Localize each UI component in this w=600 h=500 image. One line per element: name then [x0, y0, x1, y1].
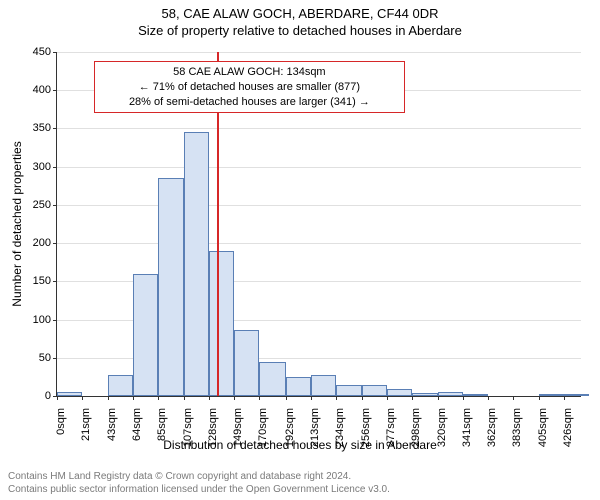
chart-title-line2: Size of property relative to detached ho… — [0, 23, 600, 40]
ytick-mark — [53, 281, 57, 282]
histogram-bar — [209, 251, 234, 396]
xtick-mark — [564, 396, 565, 400]
footer-line2: Contains public sector information licen… — [8, 483, 390, 496]
histogram-bar — [412, 393, 438, 396]
xtick-mark — [108, 396, 109, 400]
footer-line1: Contains HM Land Registry data © Crown c… — [8, 470, 390, 483]
xtick-label: 21sqm — [80, 408, 92, 441]
histogram-bar — [362, 385, 387, 396]
ytick-mark — [53, 358, 57, 359]
xtick-mark — [463, 396, 464, 400]
ytick-label: 300 — [33, 161, 51, 173]
xtick-mark — [57, 396, 58, 400]
histogram-bar — [259, 362, 285, 396]
gridline — [57, 243, 581, 244]
xtick-mark — [82, 396, 83, 400]
ytick-label: 250 — [33, 199, 51, 211]
histogram-bar — [158, 178, 184, 396]
histogram-bar — [463, 394, 488, 396]
plot-area: 58 CAE ALAW GOCH: 134sqm ← 71% of detach… — [56, 52, 581, 397]
ytick-label: 200 — [33, 237, 51, 249]
histogram-bar — [286, 377, 311, 396]
ytick-mark — [53, 90, 57, 91]
ytick-label: 400 — [33, 84, 51, 96]
gridline — [57, 128, 581, 129]
gridline — [57, 205, 581, 206]
ytick-mark — [53, 167, 57, 168]
xtick-label: 64sqm — [131, 408, 143, 441]
ytick-mark — [53, 205, 57, 206]
histogram-bar — [438, 392, 463, 396]
annotation-line3: 28% of semi-detached houses are larger (… — [103, 95, 396, 110]
xtick-mark — [286, 396, 287, 400]
xtick-mark — [438, 396, 439, 400]
chart-container: 58, CAE ALAW GOCH, ABERDARE, CF44 0DR Si… — [0, 6, 600, 458]
xtick-mark — [133, 396, 134, 400]
chart-title-line1: 58, CAE ALAW GOCH, ABERDARE, CF44 0DR — [0, 6, 600, 23]
y-axis-label: Number of detached properties — [10, 141, 24, 306]
ytick-label: 350 — [33, 122, 51, 134]
xtick-mark — [362, 396, 363, 400]
gridline — [57, 167, 581, 168]
ytick-label: 0 — [45, 390, 51, 402]
histogram-bar — [311, 375, 336, 396]
annotation-box: 58 CAE ALAW GOCH: 134sqm ← 71% of detach… — [94, 61, 405, 114]
xtick-label: 43sqm — [106, 408, 118, 441]
xtick-mark — [336, 396, 337, 400]
ytick-label: 150 — [33, 275, 51, 287]
xtick-mark — [387, 396, 388, 400]
ytick-label: 50 — [39, 352, 51, 364]
xtick-mark — [158, 396, 159, 400]
xtick-mark — [488, 396, 489, 400]
xtick-mark — [513, 396, 514, 400]
xtick-mark — [234, 396, 235, 400]
xtick-mark — [539, 396, 540, 400]
histogram-bar — [57, 392, 82, 396]
xtick-mark — [412, 396, 413, 400]
x-axis-label: Distribution of detached houses by size … — [0, 438, 600, 452]
ytick-label: 450 — [33, 46, 51, 58]
ytick-mark — [53, 52, 57, 53]
annotation-line1: 58 CAE ALAW GOCH: 134sqm — [103, 65, 396, 80]
xtick-label: 85sqm — [156, 408, 168, 441]
histogram-bar — [133, 274, 158, 396]
annotation-line2: ← 71% of detached houses are smaller (87… — [103, 80, 396, 95]
xtick-mark — [184, 396, 185, 400]
histogram-bar — [184, 132, 209, 396]
xtick-mark — [209, 396, 210, 400]
histogram-bar — [336, 385, 362, 396]
histogram-bar — [234, 330, 259, 396]
gridline — [57, 52, 581, 53]
histogram-bar — [539, 394, 564, 396]
ytick-label: 100 — [33, 314, 51, 326]
histogram-bar — [108, 375, 133, 396]
ytick-mark — [53, 243, 57, 244]
ytick-mark — [53, 128, 57, 129]
footer: Contains HM Land Registry data © Crown c… — [8, 470, 390, 496]
histogram-bar — [564, 394, 589, 396]
ytick-mark — [53, 320, 57, 321]
xtick-mark — [259, 396, 260, 400]
histogram-bar — [387, 389, 412, 396]
xtick-mark — [311, 396, 312, 400]
xtick-label: 0sqm — [55, 408, 67, 435]
